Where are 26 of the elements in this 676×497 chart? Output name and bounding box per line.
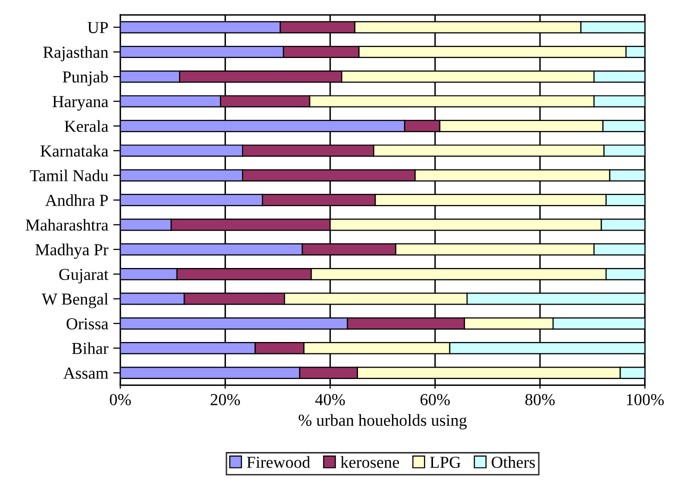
y-tick-label: Tamil Nadu — [30, 170, 108, 182]
legend-label: Firewood — [246, 456, 310, 468]
y-tick-label: Punjab — [62, 70, 108, 86]
y-tick-label: Gujarat — [59, 268, 108, 284]
legend-label: LPG — [430, 456, 461, 468]
x-tick-label: 60% — [420, 394, 450, 406]
y-tick-label: Haryana — [52, 96, 108, 111]
y-tick-label: UP — [88, 22, 108, 34]
y-tick-label: Madhya Pr — [35, 244, 108, 259]
legend-label: Others — [492, 456, 535, 468]
y-tick-label: Rajasthan — [43, 46, 108, 62]
x-tick-label: 100% — [626, 394, 664, 406]
y-tick-label: Assam — [63, 368, 108, 379]
y-tick-label: Bihar — [72, 342, 108, 354]
y-tick-label: W Bengal — [42, 292, 108, 308]
x-axis-title: % urban houeholds using — [298, 414, 467, 430]
x-tick-label: 80% — [525, 394, 555, 406]
legend-label: kerosene — [340, 456, 399, 468]
x-tick-label: 0% — [110, 394, 131, 406]
y-tick-label: Karnataka — [40, 144, 108, 157]
x-tick-label: 40% — [315, 394, 345, 406]
y-tick-label: Maharashtra — [26, 218, 108, 231]
y-tick-label: Andhra P — [45, 194, 108, 206]
x-tick-label: 20% — [210, 394, 240, 406]
y-tick-label: Kerala — [64, 120, 108, 132]
y-tick-label: Orissa — [66, 318, 108, 330]
